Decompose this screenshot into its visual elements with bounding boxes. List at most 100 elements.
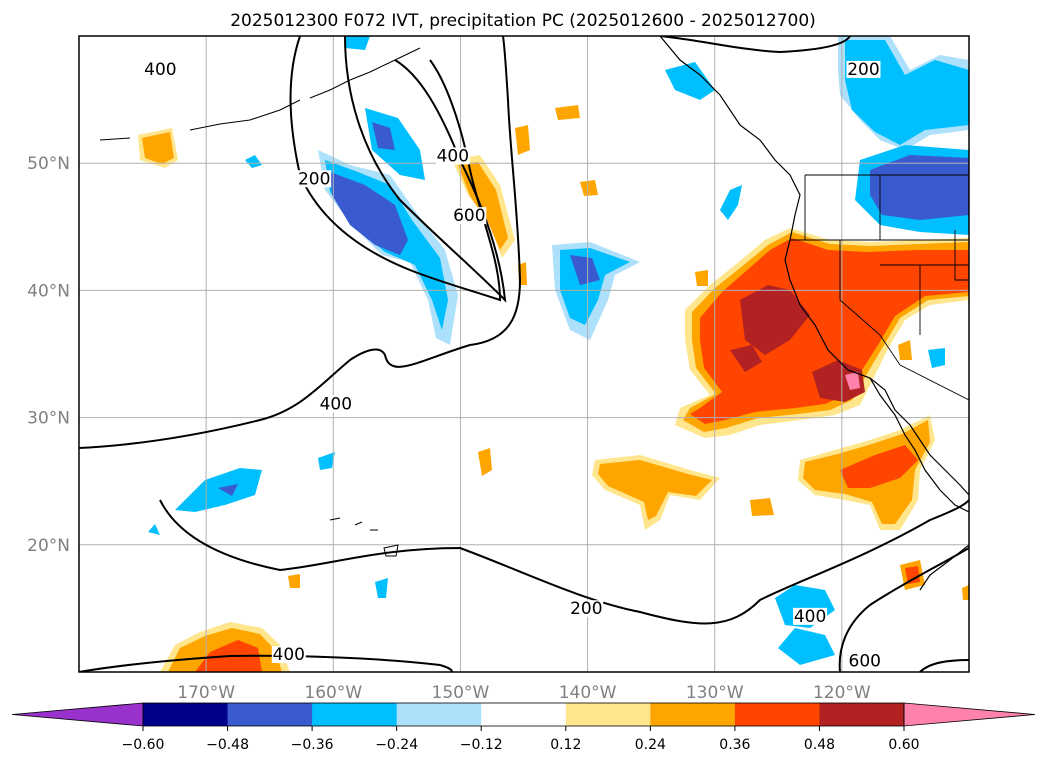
lat-tick-label: 20°N	[27, 536, 70, 556]
colorbar-extend-min	[11, 702, 144, 727]
contour-label: 400	[273, 645, 305, 665]
lon-tick-label: 130°W	[686, 683, 744, 703]
colorbar-frame	[142, 702, 905, 727]
positive-precip-region	[555, 105, 580, 120]
contour-label: 600	[453, 206, 485, 226]
colorbar-segment	[481, 703, 567, 726]
lat-tick-label: 40°N	[27, 281, 70, 301]
colorbar-segment	[734, 703, 820, 726]
negative-precip-region	[345, 36, 370, 50]
positive-precip-region	[898, 340, 912, 360]
ivt-contour-200	[159, 499, 969, 625]
north-america-coastline	[659, 36, 969, 496]
contour-label: 200	[298, 169, 330, 189]
negative-precip-region	[372, 122, 395, 150]
lon-tick-label: 160°W	[304, 683, 362, 703]
positive-precip-region	[580, 180, 598, 196]
ivt-contour-200	[659, 36, 851, 54]
lon-tick-label: 120°W	[813, 683, 871, 703]
precipitation-fill-layer	[138, 36, 969, 672]
contour-label: 400	[320, 394, 352, 414]
ivt-contour-400	[838, 547, 969, 672]
colorbar-tick-label: −0.12	[460, 737, 503, 753]
colorbar-segment	[396, 703, 482, 726]
ivt-contour-600	[919, 659, 969, 672]
contour-label: 200	[570, 599, 602, 619]
lon-tick-label: 170°W	[177, 683, 235, 703]
positive-precip-region	[478, 448, 492, 476]
negative-precip-region	[870, 155, 969, 220]
plot-frame	[78, 35, 970, 673]
negative-precip-region	[665, 62, 715, 100]
negative-precip-region	[375, 578, 388, 598]
colorbar-segment	[650, 703, 736, 726]
lon-tick-label: 140°W	[559, 683, 617, 703]
colorbar: −0.60 −0.48 −0.36 −0.24 −0.12 0.12 0.24 0.36 0.4…	[11, 702, 1036, 753]
negative-precip-region	[928, 348, 945, 368]
positive-precip-region	[288, 574, 300, 588]
colorbar-tick-label: −0.24	[375, 737, 418, 753]
coastline-layer	[99, 36, 969, 591]
ivt-contour-600	[344, 36, 507, 303]
contour-label-bg	[846, 60, 881, 78]
negative-precip-region	[720, 185, 742, 220]
negative-precip-region	[175, 468, 262, 512]
positive-precip-region	[840, 445, 918, 488]
contour-label: 400	[437, 146, 469, 166]
positive-precip-region	[750, 498, 774, 516]
colorbar-tick-label: −0.36	[291, 737, 334, 753]
baja-coastline	[869, 377, 969, 513]
contour-label-bg	[569, 600, 604, 618]
lat-tick-label: 30°N	[27, 409, 70, 429]
colorbar-tick-label: 0.24	[635, 737, 666, 753]
contour-label-bg	[793, 607, 828, 625]
colorbar-tick-label: 0.48	[804, 737, 835, 753]
aleutian-islands	[99, 47, 421, 141]
positive-precip-region	[905, 566, 920, 584]
contour-labels: 400 400 200 200 600 400 200 400 400 600	[143, 60, 882, 671]
latitude-labels: 50°N 40°N 30°N 20°N	[27, 154, 70, 556]
gridlines	[79, 36, 969, 672]
longitude-labels: 170°W 160°W 150°W 140°W 130°W 120°W	[177, 683, 871, 703]
contour-label-bg	[318, 395, 353, 413]
ivt-contour-200	[79, 36, 522, 449]
negative-precip-region	[148, 524, 160, 535]
hawaiian-islands	[329, 517, 399, 557]
colorbar-tick-label: 0.36	[719, 737, 750, 753]
lon-tick-label: 150°W	[432, 683, 490, 703]
negative-precip-region	[245, 155, 262, 168]
positive-precip-region	[598, 460, 712, 520]
negative-precip-region	[778, 628, 835, 665]
lat-tick-label: 50°N	[27, 154, 70, 174]
contour-label: 400	[144, 60, 176, 80]
map-title: 2025012300 F072 IVT, precipitation PC (2…	[230, 11, 816, 31]
positive-precip-region	[142, 132, 174, 164]
positive-precip-region	[740, 285, 810, 355]
colorbar-tick-label: 0.60	[888, 737, 919, 753]
contour-label-bg	[143, 60, 178, 78]
colorbar-segment	[143, 703, 229, 726]
contour-label-bg	[435, 147, 470, 165]
contour-label-bg	[452, 207, 487, 225]
positive-precip-region	[730, 345, 762, 372]
colorbar-segment	[312, 703, 398, 726]
contour-label: 200	[847, 60, 879, 80]
positive-precip-region	[845, 372, 860, 390]
negative-precip-region	[330, 172, 408, 255]
positive-precip-region	[962, 585, 969, 600]
state-borders	[790, 175, 969, 401]
colorbar-extend-max	[903, 702, 1036, 727]
contour-label: 400	[794, 607, 826, 627]
colorbar-segment	[227, 703, 313, 726]
contour-label-bg	[297, 170, 332, 188]
contour-label-bg	[847, 652, 882, 670]
colorbar-tick-label: 0.12	[550, 737, 581, 753]
colorbar-tick-label: −0.48	[206, 737, 249, 753]
positive-precip-region	[812, 360, 865, 402]
contour-label: 600	[849, 651, 881, 671]
colorbar-segment	[819, 703, 905, 726]
negative-precip-region	[218, 484, 238, 496]
negative-precip-region	[318, 452, 335, 470]
positive-precip-region	[695, 270, 708, 286]
